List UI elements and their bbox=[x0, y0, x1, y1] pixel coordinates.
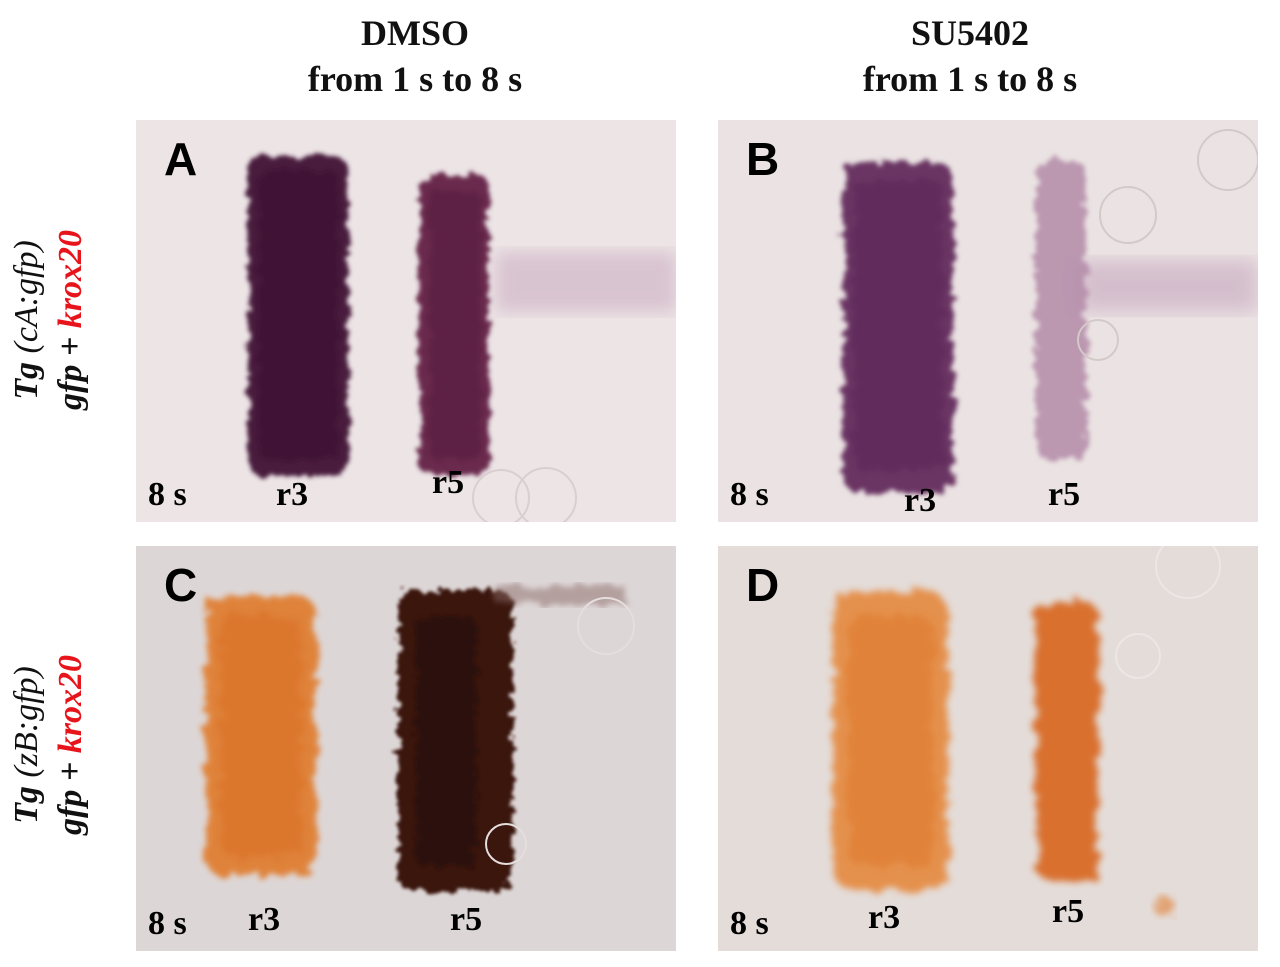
panel-d: D 8 s r3 r5 bbox=[718, 546, 1258, 951]
transgene-name: (zB:gfp) bbox=[8, 666, 45, 778]
panel-c-micrograph bbox=[206, 586, 635, 891]
panel-b-micrograph bbox=[843, 129, 1258, 492]
panel-a: A 8 s r3 r5 bbox=[136, 120, 676, 522]
panel-letter: A bbox=[164, 133, 198, 185]
transgene-prefix: Tg bbox=[8, 353, 45, 400]
row-label-zb-gfp: Tg (zB:gfp) gfp + krox20 bbox=[5, 540, 105, 950]
r5-label: r5 bbox=[450, 901, 483, 938]
stage-label: 8 s bbox=[730, 905, 769, 942]
stage-label: 8 s bbox=[148, 476, 187, 513]
r3-label: r3 bbox=[868, 899, 901, 936]
r3-label: r3 bbox=[276, 476, 309, 513]
stage-label: 8 s bbox=[148, 905, 187, 942]
column-header-dmso: DMSO from 1 s to 8 s bbox=[165, 10, 665, 102]
panel-c: C 8 s r3 r5 bbox=[136, 546, 676, 951]
probe-krox20: krox20 bbox=[52, 655, 89, 754]
r3-label: r3 bbox=[904, 482, 937, 519]
panel-letter: D bbox=[746, 559, 780, 611]
probe-gfp: gfp + bbox=[52, 753, 89, 835]
probe-krox20: krox20 bbox=[52, 230, 89, 329]
r3-label: r3 bbox=[248, 901, 281, 938]
stage-label: 8 s bbox=[730, 476, 769, 513]
column-treatment: SU5402 bbox=[910, 13, 1030, 53]
panel-b: B 8 s r3 r5 bbox=[718, 120, 1258, 522]
transgene-name: (cA:gfp) bbox=[8, 240, 45, 354]
panel-letter: C bbox=[164, 559, 198, 611]
r5-label: r5 bbox=[432, 464, 465, 501]
probe-gfp: gfp + bbox=[52, 328, 89, 410]
column-timing: from 1 s to 8 s bbox=[862, 59, 1078, 99]
panel-d-micrograph bbox=[833, 546, 1221, 916]
column-treatment: DMSO bbox=[361, 13, 469, 53]
panel-a-micrograph bbox=[248, 156, 676, 522]
transgene-prefix: Tg bbox=[8, 777, 45, 824]
column-header-su5402: SU5402 from 1 s to 8 s bbox=[730, 10, 1210, 102]
panel-letter: B bbox=[746, 133, 780, 185]
column-timing: from 1 s to 8 s bbox=[307, 59, 523, 99]
r5-label: r5 bbox=[1048, 476, 1081, 513]
r5-label: r5 bbox=[1052, 893, 1085, 930]
row-label-ca-gfp: Tg (cA:gfp) gfp + krox20 bbox=[5, 115, 105, 525]
